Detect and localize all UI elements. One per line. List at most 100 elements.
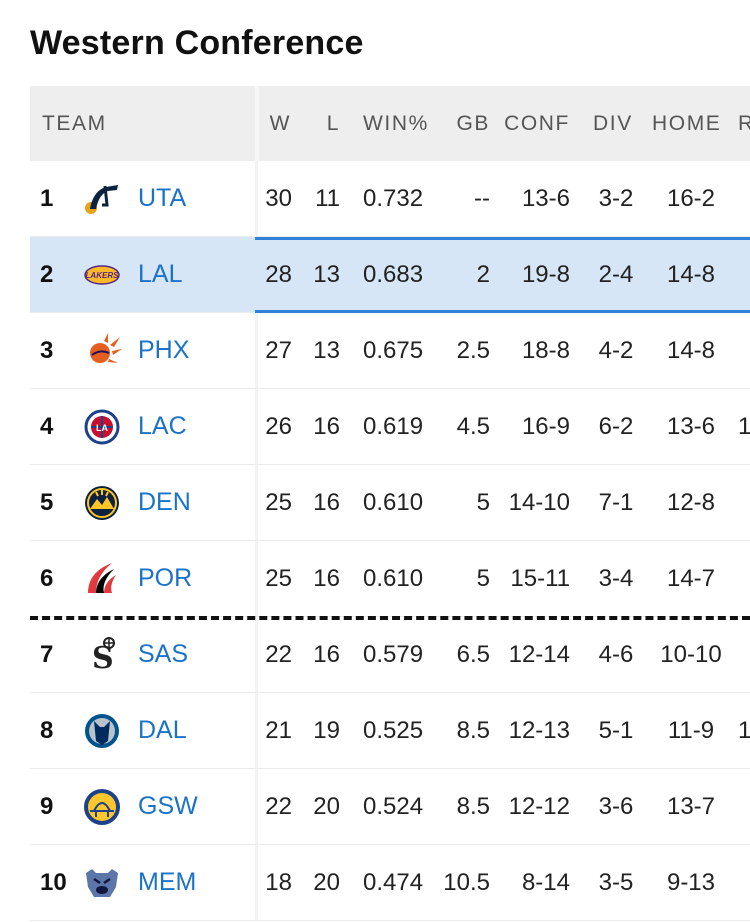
table-row[interactable]: 7 S SAS 22 16 0.579 6.5 12-14 4-6 10-10 (30, 617, 750, 693)
road-record-value: 1 (738, 716, 750, 744)
team-abbr-link[interactable]: POR (138, 564, 193, 592)
blazers-logo-icon (82, 559, 122, 599)
wins-value: 22 (265, 792, 292, 820)
table-header: TEAM W L WIN% GB CONF DIV HOME R (30, 86, 750, 161)
suns-logo-icon (82, 331, 122, 371)
table-row[interactable]: 2 LAKERS LAL 28 13 0.683 2 19-8 2-4 14-8 (30, 237, 750, 313)
row-divider (255, 617, 258, 692)
warriors-logo-icon (82, 787, 122, 827)
team-rank: 3 (40, 336, 54, 364)
team-abbr-link[interactable]: MEM (138, 868, 197, 896)
team-rank: 8 (40, 716, 54, 744)
table-row[interactable]: 1 UTA 30 11 0.732 -- 13-6 3-2 16-2 (30, 161, 750, 237)
col-header-win-pct[interactable]: WIN% (363, 111, 429, 135)
div-record-value: 4-6 (598, 640, 634, 668)
row-divider (255, 161, 258, 236)
table-row[interactable]: 3 PHX 27 13 0.675 2.5 18-8 4-2 14-8 (30, 313, 750, 389)
win-pct-value: 0.619 (363, 412, 424, 440)
losses-value: 20 (313, 792, 340, 820)
gb-value: 5 (476, 564, 490, 592)
playoff-cutoff-line (30, 616, 750, 620)
team-abbr-link[interactable]: LAC (138, 412, 187, 440)
losses-value: 20 (313, 868, 340, 896)
team-abbr-link[interactable]: GSW (138, 792, 198, 820)
conf-record-value: 12-12 (508, 792, 570, 820)
col-header-gb[interactable]: GB (456, 111, 490, 135)
spurs-logo-icon: S (82, 635, 122, 676)
row-divider (255, 313, 258, 388)
row-divider (255, 769, 258, 844)
row-divider (255, 541, 258, 616)
row-divider (255, 237, 258, 312)
table-row[interactable]: 4 LA LAC 26 16 0.619 4.5 16-9 6-2 13-6 1 (30, 389, 750, 465)
gb-value: 6.5 (456, 640, 490, 668)
col-header-conf[interactable]: CONF (504, 111, 570, 135)
team-abbr-link[interactable]: UTA (138, 184, 187, 212)
div-record-value: 3-5 (598, 868, 634, 896)
row-divider (255, 389, 258, 464)
div-record-value: 3-2 (598, 184, 634, 212)
col-header-team[interactable]: TEAM (42, 111, 107, 135)
nuggets-logo-icon (82, 483, 122, 523)
header-divider (255, 86, 259, 161)
road-record-value (738, 313, 750, 388)
col-header-l[interactable]: L (326, 111, 340, 135)
team-rank: 7 (40, 640, 54, 668)
mavericks-logo-icon (82, 711, 122, 751)
road-record-value (738, 617, 750, 692)
win-pct-value: 0.675 (363, 336, 424, 364)
col-header-road[interactable]: R (738, 111, 750, 135)
losses-value: 16 (313, 488, 340, 516)
gb-value: 8.5 (456, 716, 490, 744)
table-row[interactable]: 6 POR 25 16 0.610 5 15-11 3-4 14-7 (30, 541, 750, 617)
table-row[interactable]: 10 MEM 18 20 0.474 10.5 8-14 3-5 9-13 (30, 845, 750, 921)
gb-value: -- (474, 184, 490, 212)
road-record-value (738, 237, 750, 312)
home-record-value: 14-7 (666, 564, 716, 592)
win-pct-value: 0.524 (363, 792, 424, 820)
wins-value: 25 (265, 488, 292, 516)
conf-record-value: 19-8 (521, 260, 570, 288)
losses-value: 16 (313, 640, 340, 668)
row-divider (255, 845, 258, 920)
home-record-value: 12-8 (666, 488, 716, 516)
team-abbr-link[interactable]: SAS (138, 640, 189, 668)
row-divider (255, 465, 258, 540)
col-header-w[interactable]: W (269, 111, 291, 135)
team-abbr-link[interactable]: DEN (138, 488, 191, 516)
conf-record-value: 12-13 (508, 716, 570, 744)
wins-value: 22 (265, 640, 292, 668)
win-pct-value: 0.683 (363, 260, 424, 288)
win-pct-value: 0.579 (363, 640, 424, 668)
table-row[interactable]: 9 GSW 22 20 0.524 8.5 12-12 3-6 13-7 (30, 769, 750, 845)
conf-record-value: 12-14 (508, 640, 570, 668)
home-record-value: 9-13 (666, 868, 716, 896)
team-rank: 6 (40, 564, 54, 592)
div-record-value: 3-4 (598, 564, 634, 592)
conf-record-value: 14-10 (508, 488, 570, 516)
win-pct-value: 0.525 (363, 716, 424, 744)
col-header-home[interactable]: HOME (652, 111, 722, 135)
win-pct-value: 0.610 (363, 564, 424, 592)
div-record-value: 6-2 (598, 412, 634, 440)
table-row[interactable]: 8 DAL 21 19 0.525 8.5 12-13 5-1 11-9 1 (30, 693, 750, 769)
team-abbr-link[interactable]: DAL (138, 716, 187, 744)
road-record-value (738, 845, 750, 920)
table-row[interactable]: 5 DEN 25 16 0.610 5 14-10 7-1 12-8 (30, 465, 750, 541)
losses-value: 13 (313, 260, 340, 288)
losses-value: 16 (313, 564, 340, 592)
road-record-value (738, 465, 750, 540)
gb-value: 5 (476, 488, 490, 516)
gb-value: 2 (476, 260, 490, 288)
losses-value: 19 (313, 716, 340, 744)
team-abbr-link[interactable]: LAL (138, 260, 183, 288)
wins-value: 26 (265, 412, 292, 440)
home-record-value: 14-8 (666, 336, 716, 364)
team-abbr-link[interactable]: PHX (138, 336, 190, 364)
div-record-value: 3-6 (598, 792, 634, 820)
div-record-value: 2-4 (598, 260, 634, 288)
home-record-value: 10-10 (660, 640, 722, 668)
clippers-logo-icon: LA (82, 407, 122, 447)
col-header-div[interactable]: DIV (593, 111, 633, 135)
grizzlies-logo-icon (82, 863, 122, 903)
